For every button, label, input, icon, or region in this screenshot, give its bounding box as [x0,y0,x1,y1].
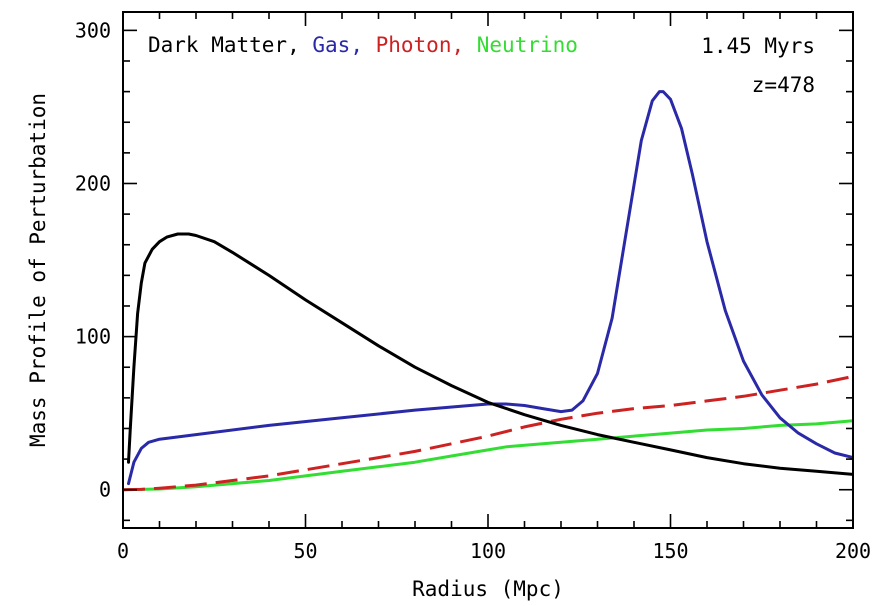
legend-separator: , [350,33,375,57]
y-tick-label: 300 [75,18,111,42]
legend-separator: , [451,33,476,57]
tick-labels: 0 50 100 150 200 0 100 200 300 [75,18,871,563]
x-tick-label: 0 [117,539,129,563]
series-layer [123,90,853,492]
series-line-gas [127,90,853,486]
legend-entry-dark-matter: Dark Matter [148,33,287,57]
x-tick-label: 50 [293,539,317,563]
legend-entry-gas: Gas [312,33,350,57]
series-line-photon [123,374,853,492]
x-axis-title: Radius (Mpc) [412,577,564,601]
y-tick-label: 0 [99,478,111,502]
legend-entry-neutrino: Neutrino [477,33,578,57]
annotation-redshift: z=478 [752,73,815,97]
legend: Dark Matter, Gas, Photon, Neutrino [148,33,578,57]
series-line-neutrino [123,419,853,492]
y-tick-label: 100 [75,325,111,349]
y-tick-label: 200 [75,171,111,195]
annotation-time: 1.45 Myrs [701,34,815,58]
legend-entry-photon: Photon [376,33,452,57]
y-axis-title: Mass Profile of Perturbation [26,93,50,447]
x-tick-label: 100 [470,539,506,563]
series-line-dark-matter [127,232,853,476]
x-tick-label: 200 [835,539,871,563]
legend-separator: , [287,33,312,57]
ticks-layer [122,12,854,528]
x-tick-label: 150 [652,539,688,563]
